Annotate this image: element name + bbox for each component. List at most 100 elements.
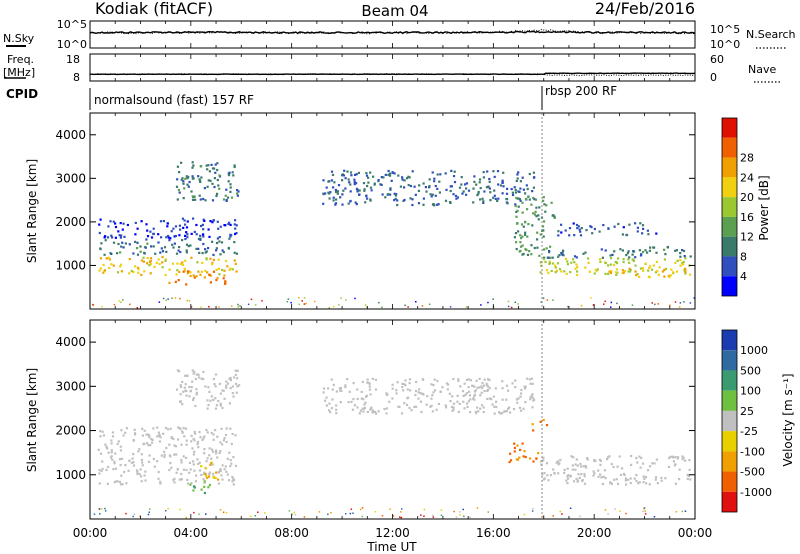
power-cell xyxy=(369,199,372,202)
power-cell xyxy=(186,272,189,275)
power-cell xyxy=(648,265,652,268)
velocity-cell xyxy=(418,388,421,391)
velocity-cell xyxy=(368,388,371,391)
power-cell xyxy=(506,197,509,201)
power-noise-cell xyxy=(449,306,452,308)
velocity-noise-cell xyxy=(614,508,616,510)
power-cell xyxy=(367,181,370,184)
power-cell xyxy=(193,195,196,198)
power-cell xyxy=(384,196,387,199)
velocity-cell xyxy=(190,482,193,485)
velocity-cell xyxy=(210,395,213,398)
velocity-cell xyxy=(208,390,211,393)
power-cell xyxy=(628,261,631,264)
power-cell xyxy=(515,196,518,200)
velocity-cell xyxy=(208,471,211,474)
power-cell xyxy=(149,263,152,266)
velocity-cell xyxy=(151,438,154,441)
velocity-cell xyxy=(219,392,222,395)
power-cell xyxy=(224,282,227,285)
velocity-cell xyxy=(480,385,483,388)
power-cell xyxy=(204,199,207,202)
velocity-cell xyxy=(529,382,532,385)
power-cell xyxy=(98,223,101,226)
velocity-cell xyxy=(505,410,508,413)
velocity-cell xyxy=(615,478,618,481)
velocity-cell xyxy=(206,431,209,434)
velocity-cell xyxy=(374,410,377,413)
velocity-cell xyxy=(139,468,142,471)
power-cell xyxy=(191,198,195,201)
power-cell xyxy=(532,186,535,189)
power-cell xyxy=(139,250,142,253)
velocity-cell xyxy=(148,454,151,457)
velocity-cell xyxy=(476,406,479,409)
power-cell xyxy=(631,253,634,256)
power-cell xyxy=(575,263,578,266)
velocity-noise-cell xyxy=(291,513,293,515)
velocity-noise-cell xyxy=(198,513,200,515)
velocity-cell xyxy=(226,457,229,460)
velocity-cell xyxy=(499,412,502,415)
velocity-cell xyxy=(135,469,139,472)
nsearch-series-line xyxy=(89,28,696,35)
power-cell xyxy=(475,183,478,186)
power-cell xyxy=(434,184,437,188)
power-cell xyxy=(545,247,548,250)
power-cell xyxy=(381,193,384,196)
power-colorbar-tick-label: 8 xyxy=(740,250,747,263)
power-cell xyxy=(496,199,499,202)
velocity-cell xyxy=(375,412,378,415)
velocity-cell xyxy=(220,427,223,430)
power-cell xyxy=(331,173,335,176)
velocity-cell xyxy=(362,410,365,413)
power-cell xyxy=(575,256,578,259)
power-cell xyxy=(367,176,370,179)
power-cell xyxy=(216,162,219,165)
power-cell xyxy=(335,198,338,201)
velocity-cell xyxy=(232,395,235,398)
velocity-cell xyxy=(474,389,477,392)
power-cell xyxy=(684,257,687,260)
velocity-cell xyxy=(505,384,509,387)
velocity-cell xyxy=(170,436,173,439)
velocity-cell xyxy=(647,469,650,472)
power-cell xyxy=(178,270,181,273)
power-noise-cell xyxy=(590,297,592,299)
power-noise-cell xyxy=(171,297,173,299)
power-cell xyxy=(199,180,202,183)
power-cell xyxy=(110,234,113,237)
power-cell xyxy=(472,201,475,204)
velocity-cell xyxy=(432,384,435,387)
velocity-cell xyxy=(530,377,533,380)
velocity-colorbar-swatch xyxy=(722,431,737,452)
velocity-cell xyxy=(610,482,613,485)
velocity-cell xyxy=(98,472,101,475)
power-cell xyxy=(184,237,187,241)
velocity-cell xyxy=(404,379,407,382)
power-cell xyxy=(202,235,205,238)
power-cell xyxy=(539,233,542,236)
velocity-cell xyxy=(138,473,141,476)
power-cell xyxy=(661,270,665,273)
power-cell xyxy=(99,248,102,251)
velocity-cell xyxy=(203,471,206,474)
velocity-cell xyxy=(529,457,532,460)
power-cell xyxy=(215,194,218,198)
power-cell xyxy=(183,267,186,270)
velocity-cell xyxy=(202,478,205,481)
power-cell xyxy=(182,226,185,229)
velocity-noise-cell xyxy=(644,510,646,512)
power-cell xyxy=(146,229,149,232)
velocity-cell xyxy=(493,412,496,415)
power-cell xyxy=(102,271,105,274)
power-cell xyxy=(233,259,236,262)
power-cell xyxy=(501,181,504,184)
velocity-colorbar-swatch xyxy=(722,330,737,351)
power-cell xyxy=(132,252,135,255)
power-cell xyxy=(161,250,165,253)
velocity-cell xyxy=(533,398,536,401)
power-cell xyxy=(607,264,610,267)
velocity-cell xyxy=(106,447,109,450)
